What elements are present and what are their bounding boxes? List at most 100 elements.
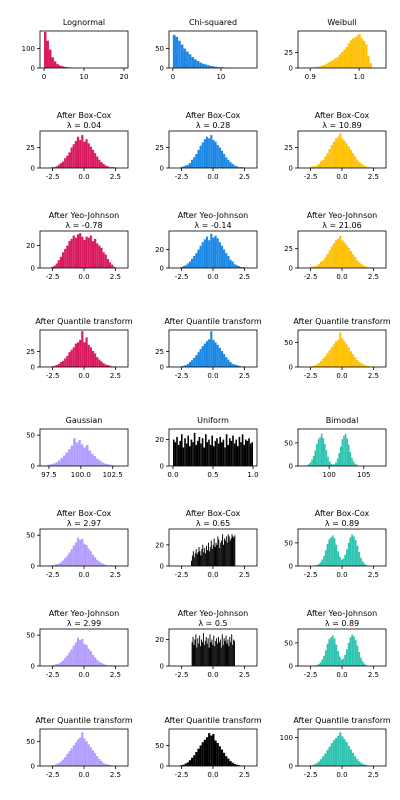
histogram-bar (347, 247, 350, 268)
y-tick-label: 25 (155, 144, 164, 152)
histogram-bar (76, 342, 80, 367)
histogram-bar (229, 438, 231, 466)
histogram-bar (342, 658, 345, 666)
histogram-bar (74, 343, 77, 367)
histogram-bar (53, 664, 56, 666)
histogram-bar (220, 749, 224, 766)
x-tick-label: -2.5 (175, 273, 189, 281)
histogram-bar (60, 457, 63, 466)
bar-group (51, 331, 116, 367)
histogram-bar (356, 759, 359, 766)
histogram-bar (213, 635, 215, 666)
histogram-bar (193, 755, 196, 766)
histogram-bar (328, 350, 331, 367)
histogram-bar (322, 756, 325, 766)
histogram-bar (221, 442, 223, 466)
histogram-bar (346, 549, 348, 566)
histogram-bar (317, 264, 320, 268)
histogram-bar (68, 751, 71, 766)
histogram-bar (330, 537, 332, 566)
bar-group (310, 34, 372, 68)
histogram-bar (79, 233, 82, 268)
histogram-bar (354, 756, 357, 766)
histogram-bar (363, 663, 366, 666)
histogram-bar (233, 537, 235, 566)
histogram-bar (326, 254, 329, 268)
histogram-bar (204, 640, 206, 666)
histogram-bar (196, 60, 200, 68)
histogram-bar (68, 652, 71, 666)
histogram-bar (94, 153, 97, 168)
histogram-bar (104, 165, 107, 168)
histogram-bar (179, 440, 181, 466)
histogram-bar (83, 447, 86, 466)
histogram-bar (332, 464, 334, 466)
histogram-bar (227, 758, 230, 766)
histogram-bar (220, 542, 222, 566)
histogram-bar (345, 344, 348, 367)
histogram-bar (315, 763, 318, 766)
histogram-bar (85, 645, 88, 666)
histogram-bar (46, 40, 49, 68)
histogram-bar (337, 136, 340, 168)
histogram-bar (238, 365, 241, 367)
histogram-bar (330, 246, 333, 268)
histogram-bar (76, 136, 80, 168)
histogram-bar (223, 638, 225, 666)
chart-panel-2: Weibull 0.9 1.0 0 25 (284, 18, 387, 81)
histogram-bar (191, 159, 194, 168)
histogram-bar (98, 460, 102, 466)
histogram-bar (351, 634, 354, 666)
histogram-bar (111, 264, 114, 268)
histogram-bar (333, 538, 336, 566)
histogram-bar (223, 249, 226, 268)
histogram-bar (64, 158, 67, 168)
histogram-bar (206, 643, 208, 666)
histogram-bar (225, 756, 228, 766)
y-tick-label: 50 (284, 439, 293, 447)
y-tick-label: 0 (289, 663, 293, 671)
histogram-bar (332, 59, 335, 68)
histogram-bar (347, 542, 350, 566)
histogram-bar (238, 167, 241, 168)
histogram-bar (106, 166, 110, 168)
histogram-bar (339, 332, 342, 367)
histogram-bar (87, 344, 90, 367)
histogram-bar (55, 365, 58, 367)
histogram-bar (74, 642, 77, 666)
histogram-bar (235, 764, 239, 766)
histogram-bar (210, 735, 213, 766)
histogram-bar (197, 149, 200, 168)
histogram-bar (320, 759, 323, 766)
histogram-bar (341, 51, 344, 68)
histogram-bar (83, 643, 86, 666)
histogram-bar (197, 352, 200, 367)
histogram-bar (354, 156, 357, 168)
histogram-bar (81, 236, 84, 268)
histogram-bar (180, 765, 183, 766)
histogram-bar (62, 252, 65, 268)
histogram-bar (341, 338, 344, 367)
histogram-bar (68, 552, 71, 566)
histogram-bar (205, 236, 209, 268)
x-tick-label: -2.5 (304, 571, 318, 579)
histogram-bar (201, 142, 204, 168)
histogram-bar (72, 347, 75, 367)
x-tick-label: 0.0 (207, 273, 218, 281)
histogram-bar (216, 742, 219, 766)
x-tick-label: -2.5 (175, 372, 189, 380)
histogram-bar (317, 363, 320, 367)
histogram-bar (62, 560, 65, 566)
histogram-bar (70, 238, 73, 268)
histogram-bar (207, 550, 208, 566)
y-tick-label: 0 (160, 364, 164, 372)
histogram-bar (334, 240, 338, 268)
histogram-bar (191, 360, 194, 367)
histogram-bar (57, 663, 60, 666)
x-tick-label: 100.0 (71, 471, 91, 479)
histogram-bar (83, 141, 86, 168)
histogram-bar (344, 654, 347, 666)
